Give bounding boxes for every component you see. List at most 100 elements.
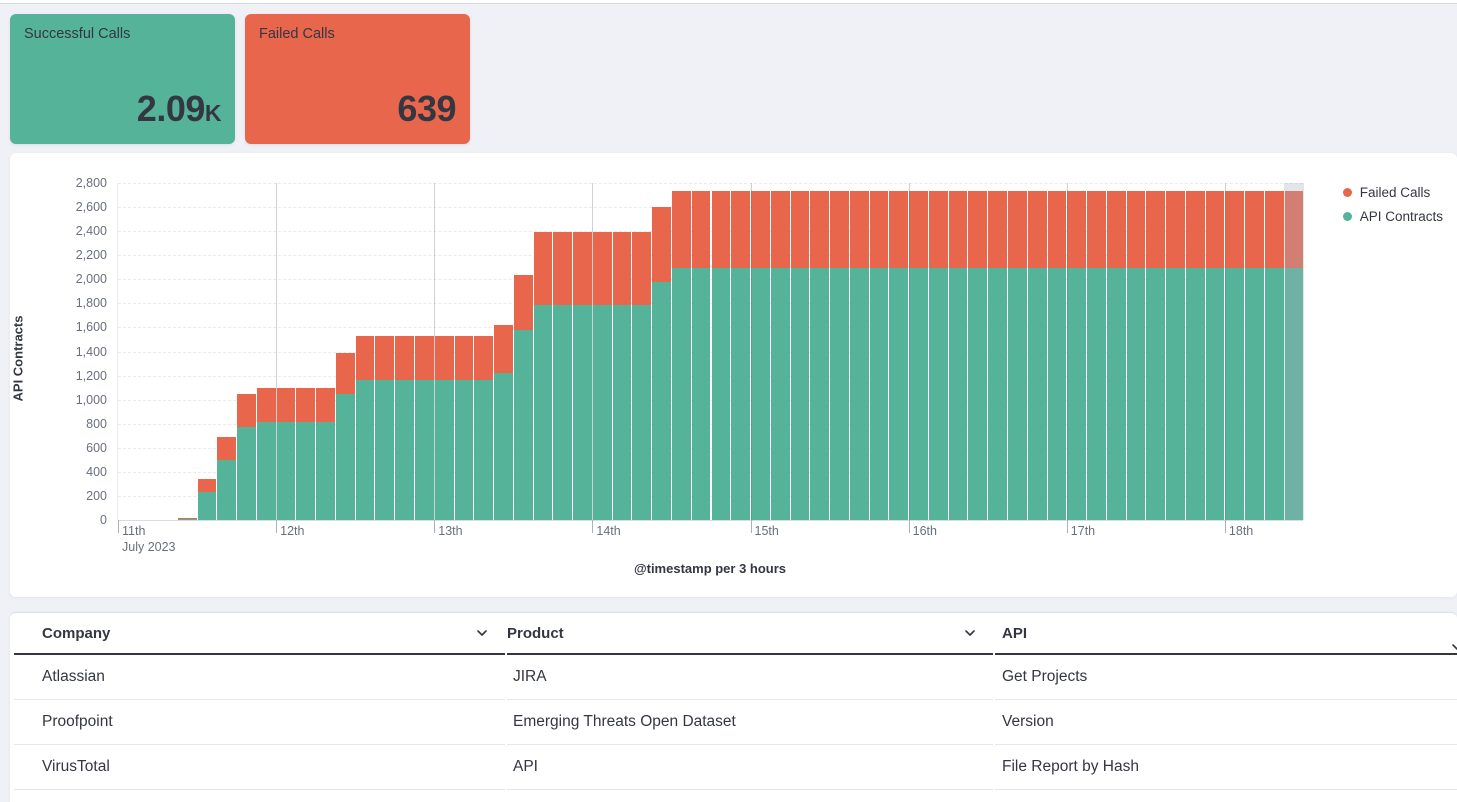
bar-api-contracts[interactable] [197,492,217,520]
bar-failed-calls[interactable] [968,191,988,269]
bar-failed-calls[interactable] [1027,191,1047,269]
column-header-api[interactable]: API [995,613,1457,655]
bar-api-contracts[interactable] [612,305,632,520]
bar-failed-calls[interactable] [533,231,553,306]
bar-failed-calls[interactable] [513,275,533,330]
bar-api-contracts[interactable] [652,282,671,520]
bar-api-contracts[interactable] [454,379,474,520]
chevron-down-icon[interactable] [963,626,977,640]
bar-failed-calls[interactable] [731,191,751,269]
bar-failed-calls[interactable] [276,387,296,422]
bar-failed-calls[interactable] [1126,191,1146,269]
bar-api-contracts[interactable] [415,379,434,520]
bar-failed-calls[interactable] [1106,191,1126,269]
bar-failed-calls[interactable] [612,231,632,306]
bar-api-contracts[interactable] [968,268,988,520]
bar-failed-calls[interactable] [988,191,1007,269]
bar-api-contracts[interactable] [711,268,731,520]
bar-failed-calls[interactable] [592,231,612,306]
bar-failed-calls[interactable] [1245,191,1264,269]
bar-api-contracts[interactable] [177,519,197,520]
bar-api-contracts[interactable] [1067,268,1087,520]
bar-api-contracts[interactable] [494,373,513,520]
bar-failed-calls[interactable] [1008,191,1027,269]
bar-api-contracts[interactable] [1027,268,1047,520]
bar-failed-calls[interactable] [790,191,810,269]
bar-api-contracts[interactable] [632,305,652,520]
bar-api-contracts[interactable] [988,268,1007,520]
chevron-down-icon[interactable] [475,626,489,640]
column-header-company[interactable]: Company [14,613,505,655]
bar-api-contracts[interactable] [849,268,869,520]
bar-failed-calls[interactable] [928,191,948,269]
bar-api-contracts[interactable] [869,268,889,520]
bar-failed-calls[interactable] [1284,191,1304,269]
bar-api-contracts[interactable] [375,379,395,520]
bar-api-contracts[interactable] [1284,268,1304,520]
plot-area[interactable]: 11th July 2023 12th 13th 14th 15th 16th 17th 18t… [117,183,1304,554]
bar-failed-calls[interactable] [296,387,316,422]
bar-api-contracts[interactable] [1126,268,1146,520]
bar-api-contracts[interactable] [1245,268,1264,520]
bar-api-contracts[interactable] [810,268,830,520]
bar-api-contracts[interactable] [1087,268,1106,520]
bar-api-contracts[interactable] [474,379,494,520]
bar-failed-calls[interactable] [395,335,414,380]
bar-failed-calls[interactable] [909,191,928,269]
bar-api-contracts[interactable] [790,268,810,520]
bar-api-contracts[interactable] [355,379,375,520]
bar-failed-calls[interactable] [355,335,375,380]
bar-api-contracts[interactable] [335,394,355,520]
bar-failed-calls[interactable] [1205,191,1225,269]
bar-api-contracts[interactable] [513,329,533,520]
column-header-product[interactable]: Product [507,613,993,655]
bar-failed-calls[interactable] [632,231,652,306]
bar-api-contracts[interactable] [1185,268,1205,520]
bar-api-contracts[interactable] [830,268,849,520]
bar-failed-calls[interactable] [751,191,770,269]
bar-failed-calls[interactable] [237,393,256,428]
bar-failed-calls[interactable] [335,352,355,395]
bar-failed-calls[interactable] [691,191,711,269]
bar-failed-calls[interactable] [494,325,513,374]
bar-api-contracts[interactable] [1146,268,1166,520]
bar-failed-calls[interactable] [553,231,573,306]
bar-api-contracts[interactable] [1205,268,1225,520]
bar-api-contracts[interactable] [691,268,711,520]
bar-failed-calls[interactable] [1067,191,1087,269]
bar-failed-calls[interactable] [671,191,691,269]
bar-failed-calls[interactable] [177,517,197,520]
bar-failed-calls[interactable] [810,191,830,269]
bar-api-contracts[interactable] [395,379,414,520]
bar-failed-calls[interactable] [1047,191,1067,269]
bar-api-contracts[interactable] [1225,268,1245,520]
bar-api-contracts[interactable] [928,268,948,520]
bar-api-contracts[interactable] [573,305,592,520]
bar-failed-calls[interactable] [1264,191,1284,269]
legend-item-failed-calls[interactable]: Failed Calls [1342,185,1443,200]
bar-failed-calls[interactable] [849,191,869,269]
bar-failed-calls[interactable] [1087,191,1106,269]
bar-api-contracts[interactable] [256,421,276,520]
bar-api-contracts[interactable] [592,305,612,520]
bar-failed-calls[interactable] [256,387,276,422]
bar-failed-calls[interactable] [1225,191,1245,269]
bar-failed-calls[interactable] [948,191,968,269]
bar-api-contracts[interactable] [1166,268,1185,520]
bar-api-contracts[interactable] [948,268,968,520]
bar-api-contracts[interactable] [1047,268,1067,520]
bar-failed-calls[interactable] [1166,191,1185,269]
bar-failed-calls[interactable] [573,231,592,306]
bar-failed-calls[interactable] [652,207,671,283]
bar-failed-calls[interactable] [889,191,909,269]
bar-failed-calls[interactable] [197,479,217,493]
bar-api-contracts[interactable] [1008,268,1027,520]
bar-api-contracts[interactable] [237,427,256,520]
bar-api-contracts[interactable] [276,421,296,520]
bar-failed-calls[interactable] [217,436,237,460]
bar-failed-calls[interactable] [1185,191,1205,269]
bar-failed-calls[interactable] [1146,191,1166,269]
bar-api-contracts[interactable] [751,268,770,520]
bar-api-contracts[interactable] [434,379,454,520]
bar-failed-calls[interactable] [770,191,790,269]
